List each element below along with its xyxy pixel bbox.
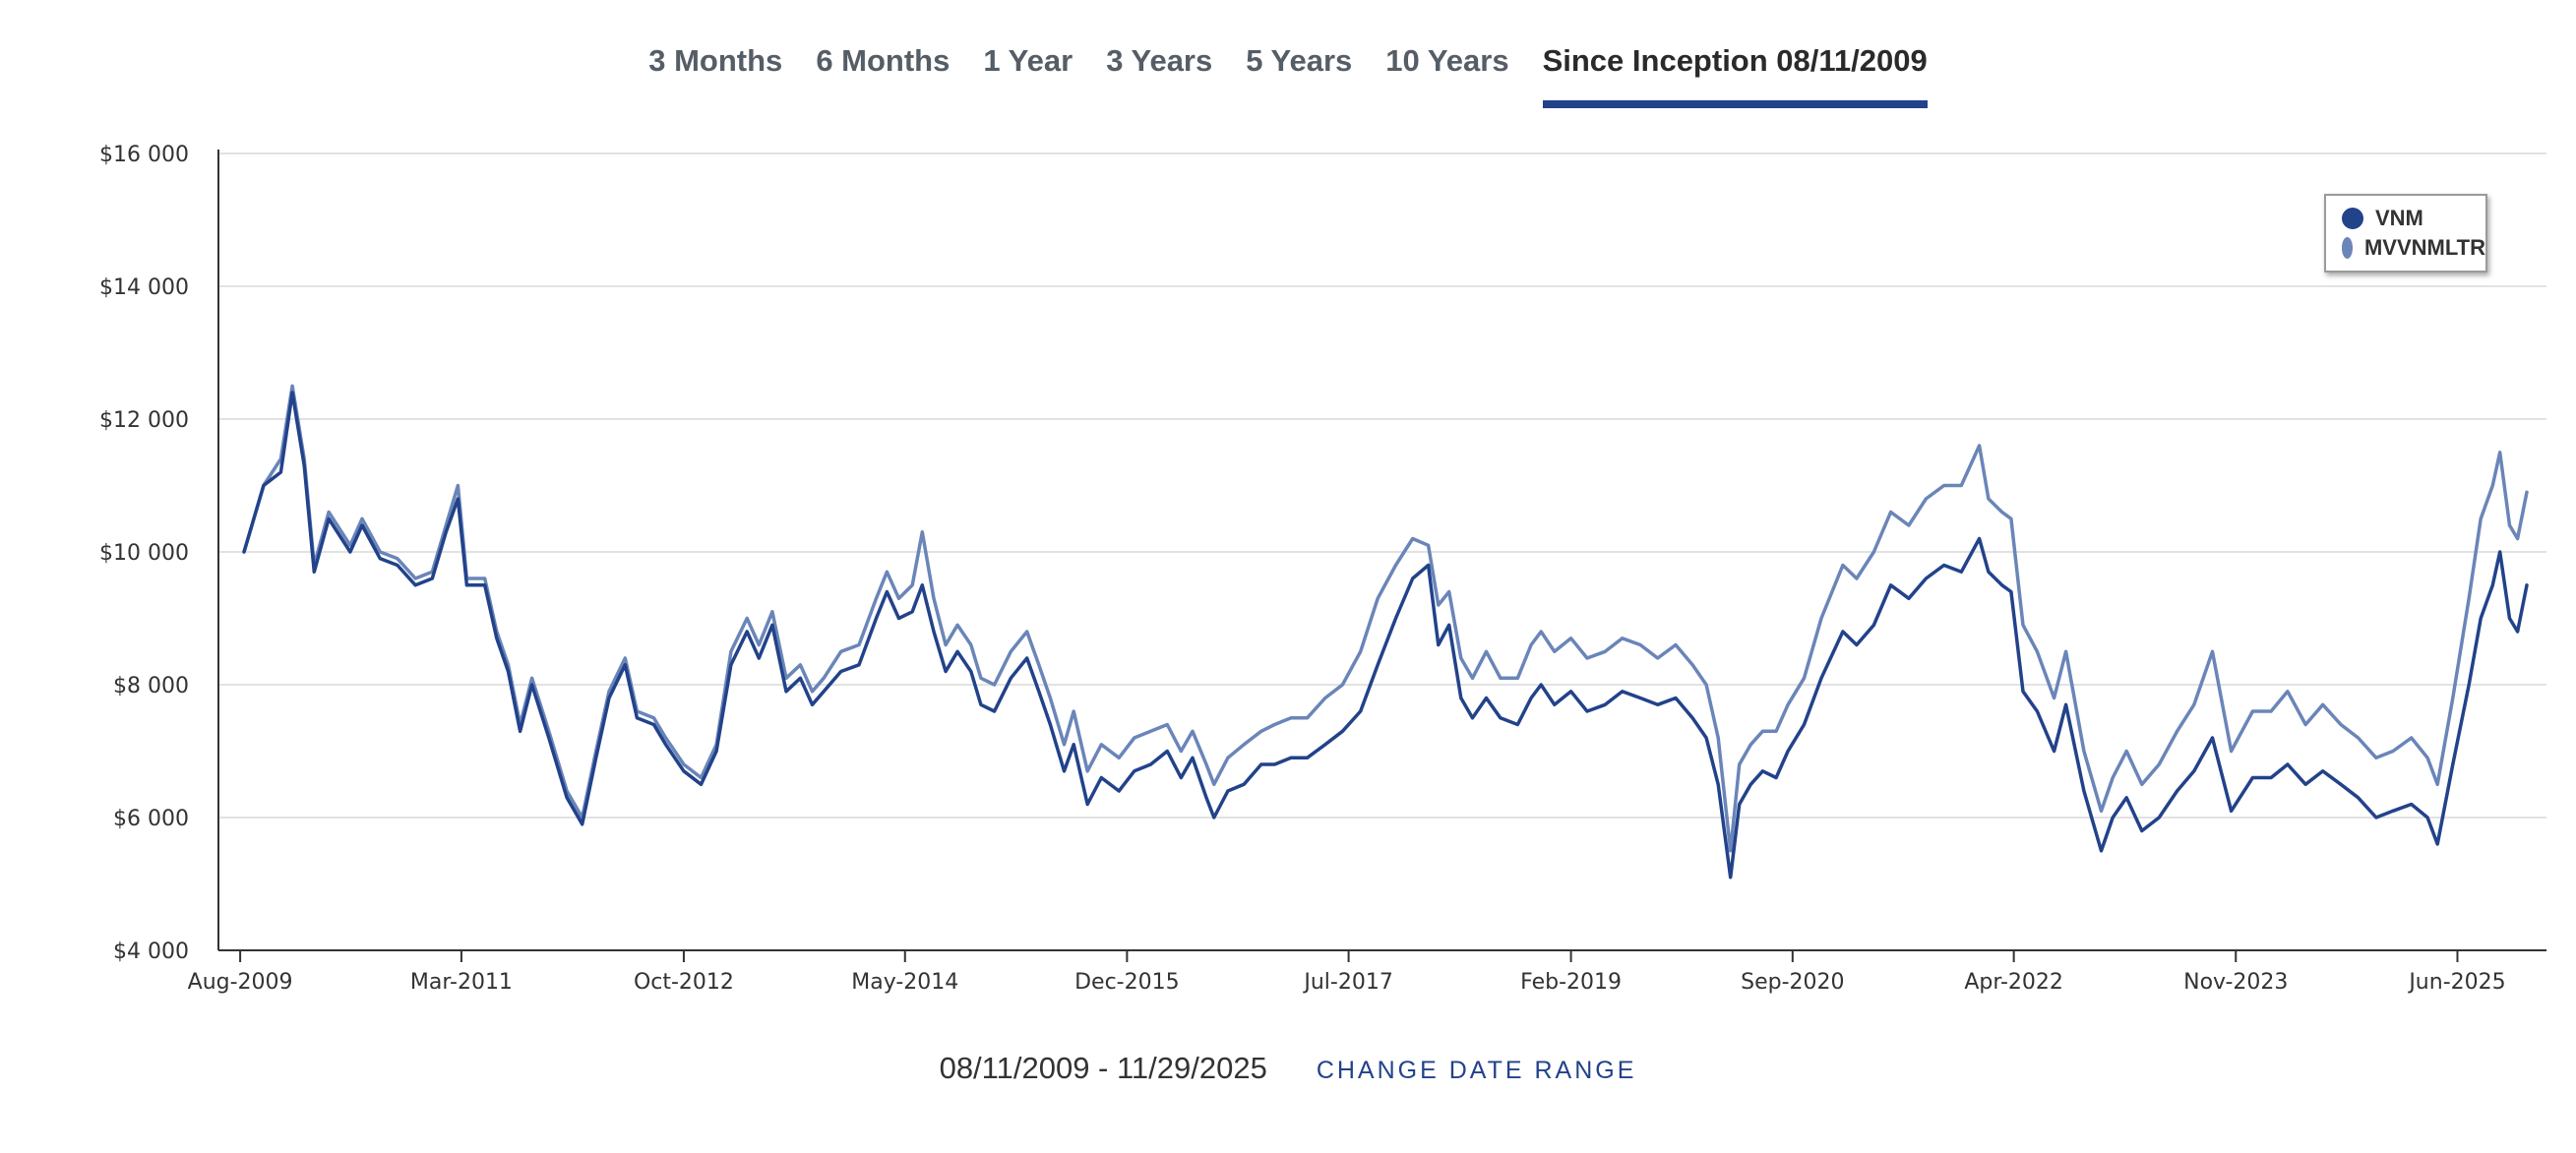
date-range-footer: 08/11/2009 - 11/29/2025 CHANGE DATE RANG…	[0, 1051, 2576, 1086]
y-tick-label: $8 000	[113, 674, 189, 698]
tab-6-months[interactable]: 6 Months	[816, 43, 951, 78]
tab-10-years[interactable]: 10 Years	[1385, 43, 1509, 78]
x-tick-label: Oct-2012	[634, 970, 734, 995]
x-tick-label: Aug-2009	[188, 970, 293, 995]
x-tick-label: Sep-2020	[1741, 970, 1844, 995]
y-tick-label: $16 000	[99, 143, 189, 167]
x-tick-label: May-2014	[851, 970, 958, 995]
x-tick-label: Jul-2017	[1302, 970, 1392, 995]
legend-label: VNM	[2375, 206, 2423, 230]
legend-label: MVVNMLTR	[2363, 235, 2485, 260]
tab-since-inception-08-11-2009[interactable]: Since Inception 08/11/2009	[1542, 37, 1928, 108]
series-line-vnm	[242, 391, 2529, 880]
legend-dot-icon	[2342, 237, 2353, 259]
tab-1-year[interactable]: 1 Year	[983, 43, 1073, 78]
tab-3-months[interactable]: 3 Months	[648, 43, 783, 78]
x-tick-label: Apr-2022	[1964, 970, 2063, 995]
y-tick-label: $10 000	[99, 541, 189, 566]
tab-5-years[interactable]: 5 Years	[1246, 43, 1353, 78]
performance-chart: $4 000 $6 000 $8 000 $10 000 $12 000 $14 000 $…	[99, 143, 2546, 995]
series-line-mvvnmltr	[242, 384, 2529, 853]
tab-3-years[interactable]: 3 Years	[1106, 43, 1213, 78]
date-range-text: 08/11/2009 - 11/29/2025	[939, 1051, 1267, 1085]
y-tick-label: $4 000	[113, 940, 189, 964]
y-tick-label: $12 000	[99, 408, 189, 433]
range-tabs: 3 Months 6 Months 1 Year 3 Years 5 Years 10 Y…	[0, 37, 2576, 116]
y-tick-label: $6 000	[113, 807, 189, 831]
y-tick-label: $14 000	[99, 275, 189, 300]
legend-dot-icon	[2342, 208, 2363, 229]
x-tick-label: Mar-2011	[410, 970, 513, 995]
x-tick-label: Nov-2023	[2183, 970, 2288, 995]
legend-item-mvvnmltr[interactable]: MVVNMLTR	[2342, 233, 2485, 263]
x-tick-label: Feb-2019	[1520, 970, 1622, 995]
legend-item-vnm[interactable]: VNM	[2342, 204, 2485, 233]
x-tick-label: Jun-2025	[2407, 970, 2505, 995]
x-tick-label: Dec-2015	[1074, 970, 1180, 995]
legend: VNM MVVNMLTR	[2324, 194, 2487, 273]
change-date-range-button[interactable]: CHANGE DATE RANGE	[1316, 1057, 1637, 1084]
